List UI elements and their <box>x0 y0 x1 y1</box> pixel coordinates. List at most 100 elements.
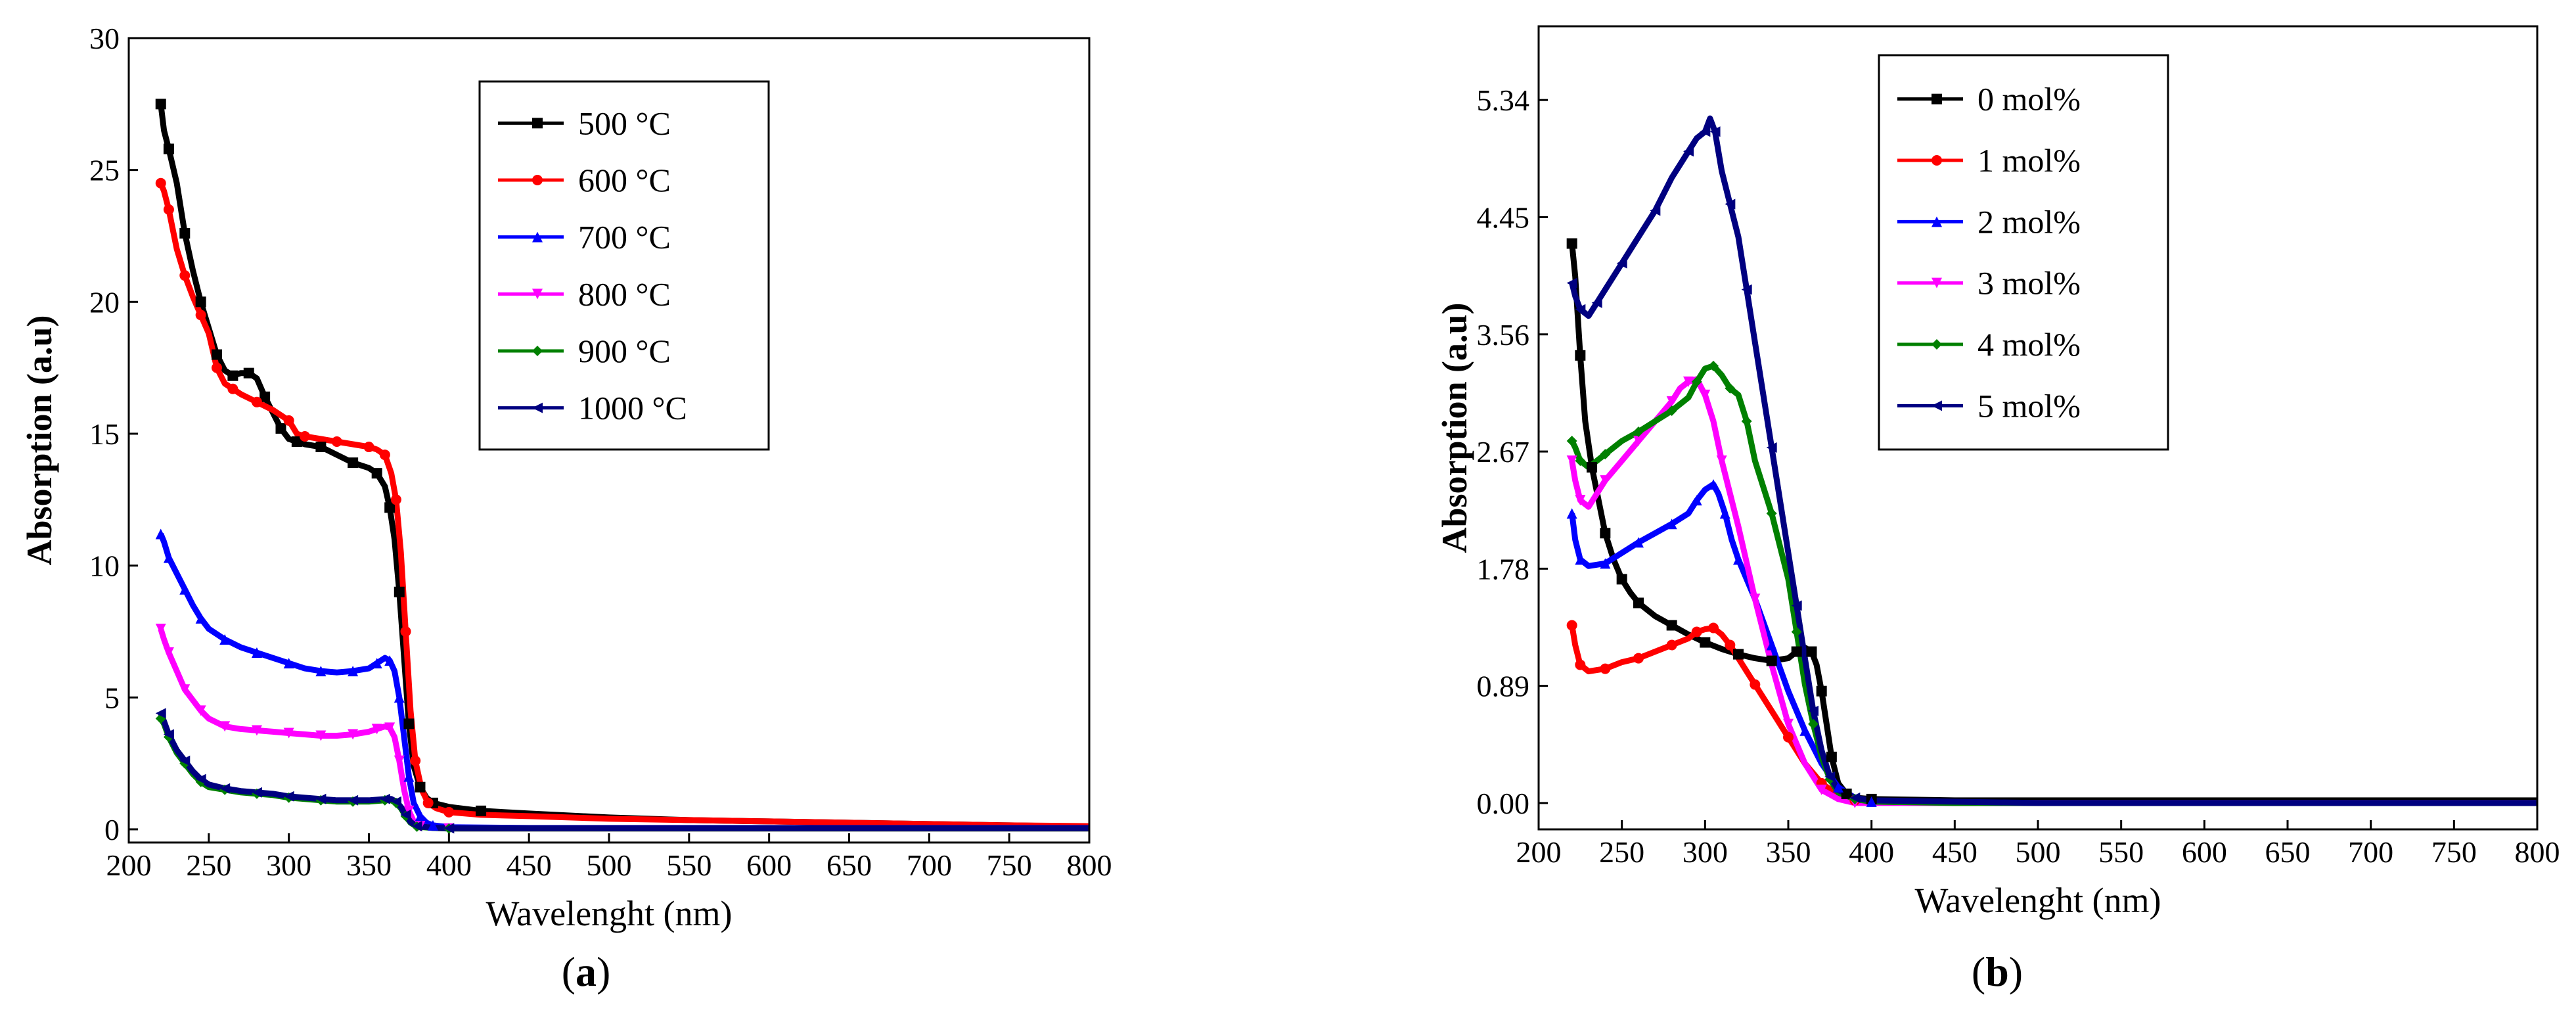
data-point <box>1741 415 1752 427</box>
data-point <box>1575 455 1586 467</box>
x-tick-label: 450 <box>1932 835 1977 869</box>
data-point <box>1666 620 1677 631</box>
data-point <box>1566 436 1577 447</box>
legend-marker <box>532 402 543 413</box>
x-tick-label: 650 <box>826 848 872 882</box>
y-tick-label: 30 <box>89 22 120 55</box>
x-tick-label: 300 <box>266 848 311 882</box>
data-point <box>283 658 294 669</box>
data-point <box>390 796 401 807</box>
series-line-6 <box>1569 115 2537 806</box>
data-point <box>195 774 206 785</box>
x-tick-label: 650 <box>2265 835 2311 869</box>
data-point <box>415 781 426 793</box>
caption-a: (a) <box>562 948 611 995</box>
x-tick-label: 200 <box>1516 835 1562 869</box>
legend-label: 1000 °C <box>578 390 687 427</box>
data-point <box>371 468 382 479</box>
data-point <box>390 494 401 505</box>
x-axis-label: Wavelenght (nm) <box>486 894 732 933</box>
data-point <box>1566 238 1577 249</box>
legend-marker <box>532 118 543 129</box>
data-point <box>155 177 166 189</box>
data-point <box>1666 519 1677 530</box>
y-tick-label: 10 <box>89 549 120 583</box>
data-point <box>394 755 405 766</box>
data-point <box>251 647 262 658</box>
data-point <box>1709 126 1721 137</box>
data-point <box>1591 297 1602 308</box>
data-point <box>195 310 206 321</box>
legend-label: 0 mol% <box>1977 81 2081 118</box>
data-point <box>1616 258 1627 269</box>
data-point <box>1783 718 1794 729</box>
data-point <box>443 823 455 834</box>
data-point <box>1708 622 1719 634</box>
legend-label: 5 mol% <box>1977 387 2081 424</box>
legend-label: 600 °C <box>578 162 671 198</box>
data-point <box>348 729 359 740</box>
data-point <box>379 793 390 804</box>
x-tick-label: 800 <box>2515 835 2560 869</box>
data-point <box>195 705 206 716</box>
legend-marker <box>1932 155 1942 166</box>
data-point <box>251 725 262 736</box>
x-tick-label: 450 <box>507 848 552 882</box>
y-tick-label: 1.78 <box>1477 552 1530 586</box>
legend-marker <box>1932 93 1942 104</box>
data-point <box>1808 718 1819 729</box>
x-tick-label: 600 <box>2182 835 2227 869</box>
data-point <box>443 806 455 818</box>
data-point <box>1691 495 1702 506</box>
data-point <box>155 623 166 634</box>
y-tick-label: 0.89 <box>1477 670 1530 703</box>
data-point <box>1719 508 1730 519</box>
data-point <box>155 99 166 110</box>
data-point <box>1816 784 1827 795</box>
data-point <box>1725 382 1736 394</box>
data-point <box>1824 771 1836 782</box>
x-tick-label: 750 <box>987 848 1032 882</box>
data-point <box>1766 508 1777 519</box>
data-point <box>1791 600 1802 611</box>
x-tick-label: 550 <box>666 848 712 882</box>
chart-panel-a: 200 250 300 350 400 450 500 550 600 650 700 750 800 0… <box>20 22 1112 933</box>
data-point <box>1806 646 1817 657</box>
data-point <box>1733 649 1744 660</box>
caption-b: (b) <box>1972 948 2023 995</box>
data-point <box>227 383 238 394</box>
data-point <box>1600 449 1611 460</box>
x-tick-label: 250 <box>1599 835 1644 869</box>
data-point <box>394 586 405 597</box>
data-point <box>1575 495 1586 506</box>
data-point <box>219 721 231 732</box>
data-point <box>1575 350 1586 361</box>
legend-label: 2 mol% <box>1977 203 2081 240</box>
data-point <box>179 584 191 595</box>
data-point <box>1750 679 1761 690</box>
data-point <box>1866 796 1877 807</box>
x-tick-label: 300 <box>1683 835 1728 869</box>
data-point <box>227 370 238 381</box>
data-point <box>1633 597 1644 609</box>
data-point <box>1575 659 1586 670</box>
data-point <box>1616 574 1627 585</box>
data-point <box>1700 637 1711 648</box>
data-point <box>179 270 191 281</box>
data-point <box>1766 442 1777 453</box>
data-point <box>331 436 342 448</box>
data-point <box>1816 685 1827 697</box>
data-point <box>1666 405 1677 416</box>
y-tick-label: 20 <box>89 285 120 319</box>
data-point <box>348 795 359 806</box>
data-point <box>179 755 191 766</box>
data-point <box>212 362 223 373</box>
data-point <box>1741 284 1752 295</box>
data-point <box>1633 537 1644 548</box>
data-point <box>384 655 395 666</box>
x-tick-label: 750 <box>2431 835 2477 869</box>
legend-box <box>1878 54 2169 451</box>
legend-label: 900 °C <box>578 333 671 369</box>
data-point <box>195 296 206 308</box>
data-point <box>1708 479 1719 490</box>
